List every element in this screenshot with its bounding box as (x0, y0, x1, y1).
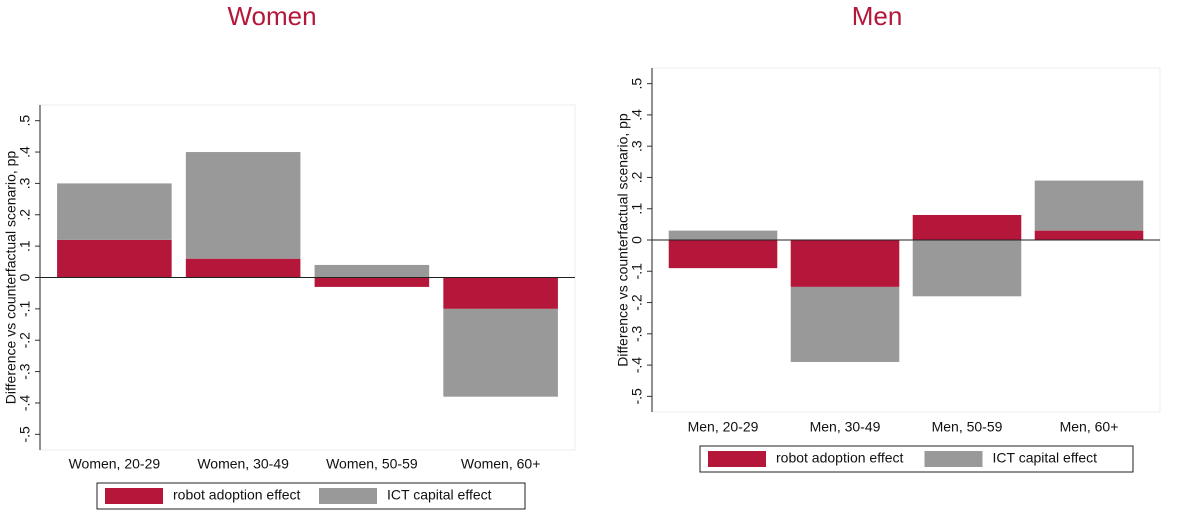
legend-label: ICT capital effect (993, 450, 1098, 466)
y-tick-label: -.1 (629, 263, 645, 280)
x-tick-label: Women, 50-59 (326, 456, 418, 472)
legend-label: ICT capital effect (387, 487, 492, 503)
bar (443, 277, 558, 309)
bar (1034, 180, 1144, 231)
x-tick-label: Women, 30-49 (197, 456, 289, 472)
legend-label: robot adoption effect (173, 487, 301, 503)
bar (790, 240, 900, 287)
bar (57, 183, 172, 240)
x-tick-label: Women, 20-29 (69, 456, 161, 472)
y-axis-label: Difference vs counterfactual scenario, p… (3, 151, 19, 405)
y-tick-label: .4 (17, 146, 33, 158)
y-tick-label: .3 (629, 140, 645, 152)
y-tick-label: -.3 (17, 363, 33, 380)
bar (57, 239, 172, 278)
y-tick-label: -.1 (17, 300, 33, 317)
chart-title: Women (227, 1, 316, 31)
x-tick-label: Men, 20-29 (688, 419, 759, 435)
y-tick-label: -.4 (17, 395, 33, 412)
bar (668, 240, 778, 269)
x-tick-label: Men, 30-49 (810, 419, 881, 435)
y-tick-label: .2 (629, 171, 645, 183)
y-tick-label: -.3 (629, 325, 645, 342)
legend (96, 482, 526, 510)
y-tick-label: 0 (17, 273, 33, 281)
bar (668, 230, 778, 240)
y-tick-label: -.5 (629, 388, 645, 405)
y-axis-label: Difference vs counterfactual scenario, p… (615, 113, 631, 367)
legend-swatch (319, 488, 377, 504)
bar (185, 152, 301, 259)
y-tick-label: -.2 (17, 332, 33, 349)
y-tick-label: .1 (17, 240, 33, 252)
bar (443, 308, 558, 397)
chart-title: Men (852, 1, 903, 31)
y-tick-label: .5 (17, 115, 33, 127)
bar (314, 277, 430, 287)
bar (912, 240, 1022, 297)
legend-label: robot adoption effect (776, 450, 904, 466)
legend-swatch (708, 451, 766, 467)
bar (790, 286, 900, 362)
legend-swatch (105, 488, 163, 504)
y-tick-label: -.4 (629, 357, 645, 374)
y-tick-label: 0 (629, 236, 645, 244)
bar (185, 258, 301, 278)
bar (912, 214, 1022, 240)
y-tick-label: .3 (17, 177, 33, 189)
y-tick-label: .5 (629, 78, 645, 90)
y-tick-label: -.5 (17, 426, 33, 443)
legend-swatch (924, 451, 983, 467)
legend (699, 445, 1134, 473)
bar (314, 264, 430, 278)
x-tick-label: Men, 60+ (1060, 419, 1119, 435)
y-tick-label: .1 (629, 203, 645, 215)
y-tick-label: -.2 (629, 294, 645, 311)
x-tick-label: Men, 50-59 (932, 419, 1003, 435)
x-tick-label: Women, 60+ (461, 456, 541, 472)
y-tick-label: .4 (629, 109, 645, 121)
y-tick-label: .2 (17, 209, 33, 221)
bar (1034, 230, 1144, 240)
